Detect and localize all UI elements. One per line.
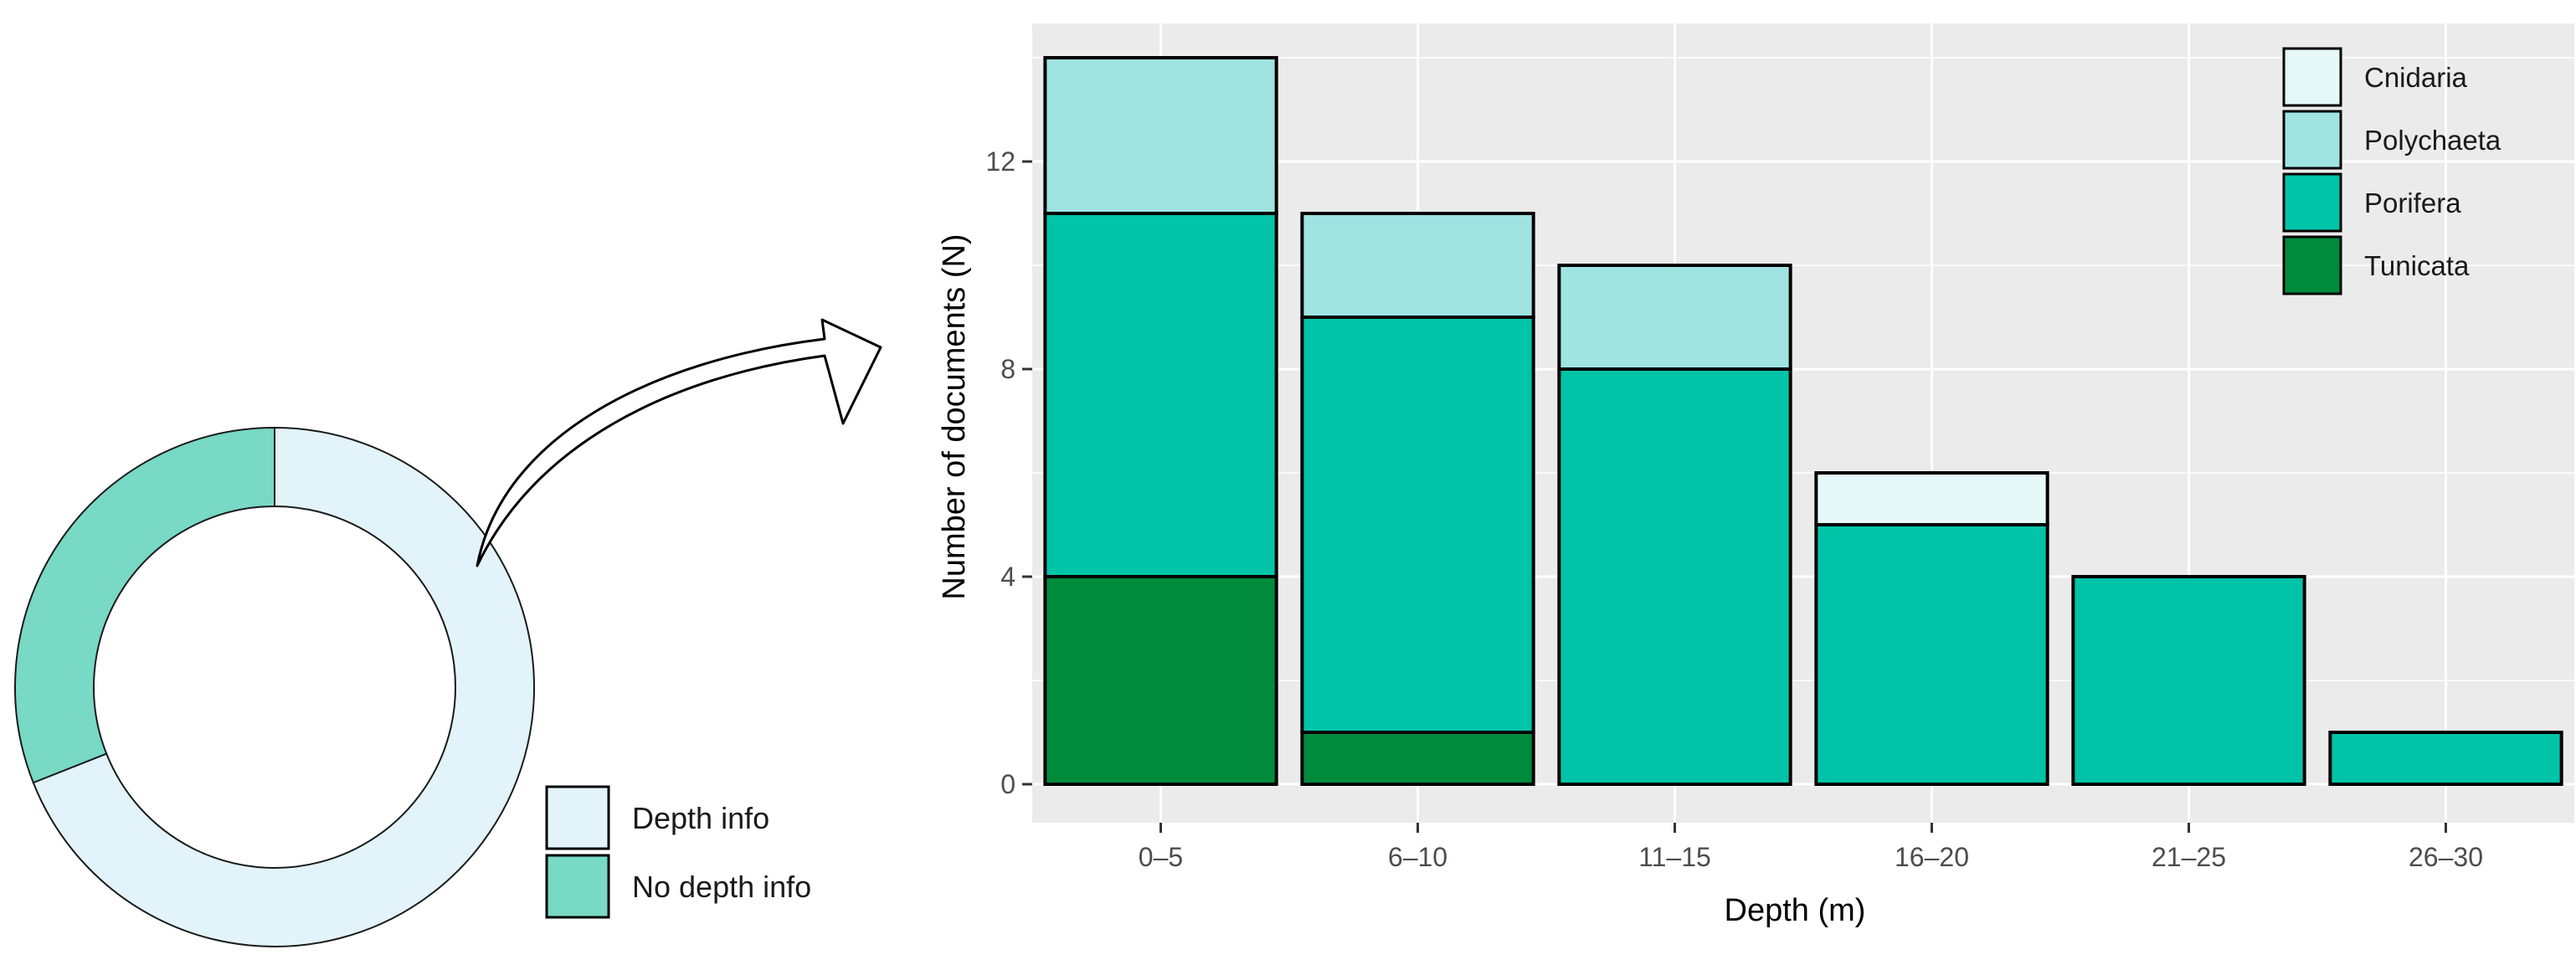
bar-porifera-1 xyxy=(1043,212,1278,578)
legend-label-porifera: Porifera xyxy=(2364,187,2461,218)
stacked-bar-chart: 0 4 8 12 0–5 6–10 11–15 16–20 21–25 26–30 Depth … xyxy=(937,23,2574,928)
bar-polychaeta-2 xyxy=(1300,212,1535,319)
donut-legend: Depth info No depth info xyxy=(545,785,811,919)
legend-label-no-depth-info: No depth info xyxy=(632,870,811,904)
legend-key-tunicata xyxy=(2282,235,2342,295)
x-tick-label: 21–25 xyxy=(2152,842,2226,872)
x-tick-label: 16–20 xyxy=(1895,842,1969,872)
donut-chart xyxy=(14,426,535,947)
x-tick-label: 0–5 xyxy=(1139,842,1183,872)
legend-key-no-depth-info xyxy=(545,854,610,919)
x-tick-label: 6–10 xyxy=(1388,842,1447,872)
y-axis: 0 4 8 12 xyxy=(985,146,1032,799)
legend-key-depth-info xyxy=(545,785,610,850)
x-axis-title: Depth (m) xyxy=(1725,893,1866,928)
bar-tunicata-1 xyxy=(1043,575,1278,786)
donut-slice-depth-info xyxy=(32,426,535,947)
y-axis-title: Number of documents (N) xyxy=(937,234,972,599)
bar-porifera-2 xyxy=(1300,316,1535,734)
legend-label-depth-info: Depth info xyxy=(632,801,769,835)
bar-porifera-5 xyxy=(2071,575,2306,786)
bar-cnidaria-4 xyxy=(1814,471,2049,526)
callout-arrow xyxy=(476,318,882,567)
bar-porifera-3 xyxy=(1557,367,1792,786)
legend-key-porifera xyxy=(2282,172,2342,233)
legend-key-cnidaria xyxy=(2282,47,2342,107)
bar-tunicata-2 xyxy=(1300,731,1535,786)
legend-label-polychaeta: Polychaeta xyxy=(2364,125,2501,156)
legend-label-cnidaria: Cnidaria xyxy=(2364,62,2468,93)
bar-porifera-4 xyxy=(1814,523,2049,786)
donut-slice-no-depth-info xyxy=(14,426,275,784)
y-tick-label: 8 xyxy=(1000,354,1015,384)
bar-polychaeta-1 xyxy=(1043,56,1278,215)
legend-label-tunicata: Tunicata xyxy=(2364,250,2470,281)
x-tick-label: 11–15 xyxy=(1638,842,1711,872)
x-tick-label: 26–30 xyxy=(2409,842,2483,872)
bar-polychaeta-3 xyxy=(1557,264,1792,371)
x-axis: 0–5 6–10 11–15 16–20 21–25 26–30 xyxy=(1139,823,2483,872)
bars xyxy=(1043,56,2563,786)
bar-legend: Cnidaria Polychaeta Porifera Tunicata xyxy=(2282,47,2501,295)
y-tick-label: 4 xyxy=(1000,562,1015,592)
legend-key-polychaeta xyxy=(2282,110,2342,170)
y-tick-label: 12 xyxy=(985,146,1015,177)
bar-porifera-6 xyxy=(2328,731,2563,786)
y-tick-label: 0 xyxy=(1000,769,1015,799)
